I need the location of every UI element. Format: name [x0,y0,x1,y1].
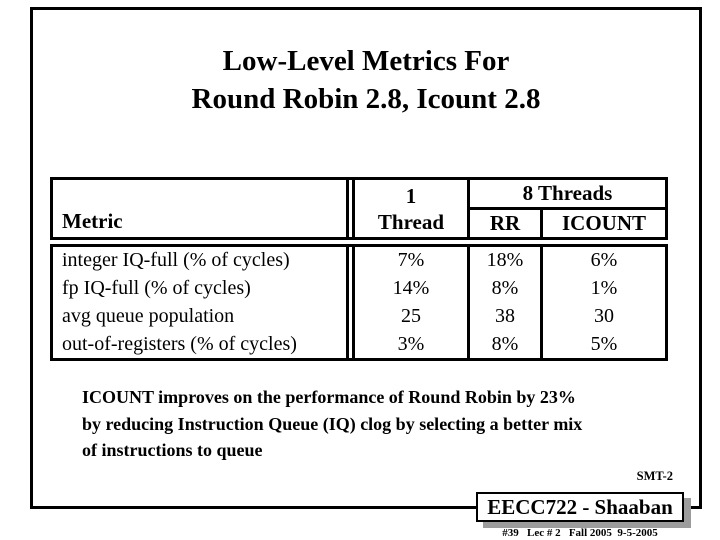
col-header-8-threads: 8 Threads [470,180,665,210]
metrics-table-body: integer IQ-full (% of cycles) 7% 18% 6% … [50,244,668,361]
body-text: ICOUNT improves on the performance of Ro… [82,384,682,464]
value-1-thread: 14% [355,274,470,303]
footer-course-box: EECC722 - Shaaban [476,492,684,522]
col-header-1-thread: 1 Thread [355,180,470,237]
page-title: Low-Level Metrics For Round Robin 2.8, I… [33,42,699,118]
metric-label: avg queue population [53,302,355,331]
footer-course-title: EECC722 - Shaaban [487,494,673,519]
metrics-table-header: Metric 1 Thread 8 Threads RR ICOUNT [50,177,668,240]
value-1-thread: 3% [355,330,470,358]
metric-label: integer IQ-full (% of cycles) [53,247,355,275]
col-header-1-thread-line1: 1 [405,183,417,208]
col-header-1-thread-line2: Thread [377,209,445,234]
body-text-line2: by reducing Instruction Queue (IQ) clog … [82,413,583,434]
value-1-thread: 7% [355,247,470,275]
body-text-line1: ICOUNT improves on the performance of Ro… [82,387,576,407]
metric-label: fp IQ-full (% of cycles) [53,274,355,303]
col-header-rr: RR [470,210,543,237]
value-rr: 8% [470,274,543,303]
slide-tag: SMT-2 [636,469,673,483]
page-title-line1: Low-Level Metrics For [222,45,510,77]
body-text-line3: of instructions to queue [82,440,263,460]
value-1-thread: 25 [355,302,470,331]
footer-lecture-info: #39 Lec # 2 Fall 2005 9-5-2005 [502,527,658,539]
value-icount: 30 [594,304,614,327]
value-rr: 18% [470,247,543,275]
value-icount: 1% [590,277,618,300]
slide-frame [30,7,702,509]
value-icount: 5% [590,332,618,355]
value-icount: 6% [590,249,618,272]
page-title-line2: Round Robin 2.8, Icount 2.8 [191,83,541,115]
value-rr: 8% [470,330,543,358]
col-header-metric: Metric [53,180,355,237]
value-rr: 38 [470,302,543,331]
col-header-icount: ICOUNT [561,211,646,235]
metric-label: out-of-registers (% of cycles) [53,330,355,358]
